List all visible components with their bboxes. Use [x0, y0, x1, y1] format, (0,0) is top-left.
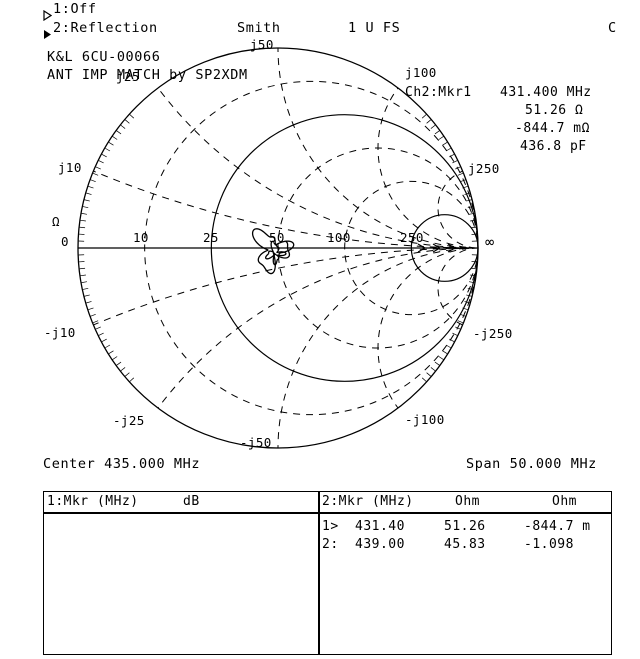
- smith-label-x-neg-j10: -j10: [44, 325, 76, 340]
- channel1-status[interactable]: 1:Off: [53, 1, 97, 17]
- display-format[interactable]: Smith: [237, 20, 281, 36]
- correction-indicator: C: [608, 20, 617, 36]
- marker-table-row-cell: 1>: [322, 519, 339, 534]
- smith-chart[interactable]: [0, 0, 640, 480]
- smith-label-r-100: 100: [327, 230, 351, 245]
- smith-label-x-j10: j10: [58, 160, 82, 175]
- smith-label-x-neg-j100: -j100: [405, 412, 445, 427]
- smith-label-x-j50: j50: [250, 37, 274, 52]
- marker-table-row-cell: 431.40: [355, 519, 405, 534]
- marker-table-row-cell: 2:: [322, 537, 339, 552]
- smith-label-r-50: 50: [269, 230, 285, 245]
- center-frequency[interactable]: Center 435.000 MHz: [43, 456, 201, 472]
- marker-table-row-cell: 51.26: [444, 519, 486, 534]
- marker-table-row-cell: -844.7 m: [524, 519, 591, 534]
- smith-label-x-j250: j250: [468, 161, 500, 176]
- marker-table: [43, 491, 612, 655]
- smith-label-ohm-unit: Ω: [52, 214, 60, 229]
- marker-readout-resistance: 51.26 Ω: [525, 103, 584, 118]
- marker-table-right-header-unit-2: Ohm: [552, 494, 577, 509]
- smith-label-infinity: ∞: [485, 233, 495, 251]
- span-frequency[interactable]: Span 50.000 MHz: [466, 456, 597, 472]
- marker-table-row-cell: -1.098: [524, 537, 574, 552]
- marker-table-right-header-channel: 2:Mkr (MHz): [322, 494, 414, 509]
- marker-table-header-rule: [43, 512, 612, 514]
- smith-label-r-10: 10: [133, 230, 149, 245]
- title-line-1: K&L 6CU-00066: [47, 49, 161, 65]
- smith-label-r-250: 250: [400, 230, 424, 245]
- smith-label-x-neg-j25: -j25: [113, 413, 145, 428]
- smith-label-x-j100: j100: [405, 65, 437, 80]
- marker-table-row-cell: 45.83: [444, 537, 486, 552]
- smith-label-x-neg-j50: -j50: [240, 435, 272, 450]
- marker-readout-reactance: -844.7 mΩ: [515, 121, 590, 136]
- channel2-status[interactable]: 2:Reflection: [53, 20, 158, 36]
- marker-readout-capacitance: 436.8 pF: [520, 139, 587, 154]
- channel2-marker-icon: [43, 25, 52, 44]
- marker-readout-frequency: 431.400 MHz: [500, 85, 592, 100]
- marker-readout-label: Ch2:Mkr1: [405, 85, 472, 100]
- marker-table-row-cell: 439.00: [355, 537, 405, 552]
- channel1-marker-icon: [43, 6, 53, 25]
- marker-table-left-header-unit: dB: [183, 494, 200, 509]
- smith-label-x-j25: j25: [116, 69, 140, 84]
- marker-table-left-header-channel: 1:Mkr (MHz): [47, 494, 139, 509]
- marker-table-column-divider: [318, 491, 320, 655]
- smith-label-x-neg-j250: -j250: [473, 326, 513, 341]
- scale-per-division[interactable]: 1 U FS: [348, 20, 401, 36]
- smith-label-r-25: 25: [203, 230, 219, 245]
- marker-table-right-header-unit-1: Ohm: [455, 494, 480, 509]
- smith-label-r-0: 0: [61, 234, 69, 249]
